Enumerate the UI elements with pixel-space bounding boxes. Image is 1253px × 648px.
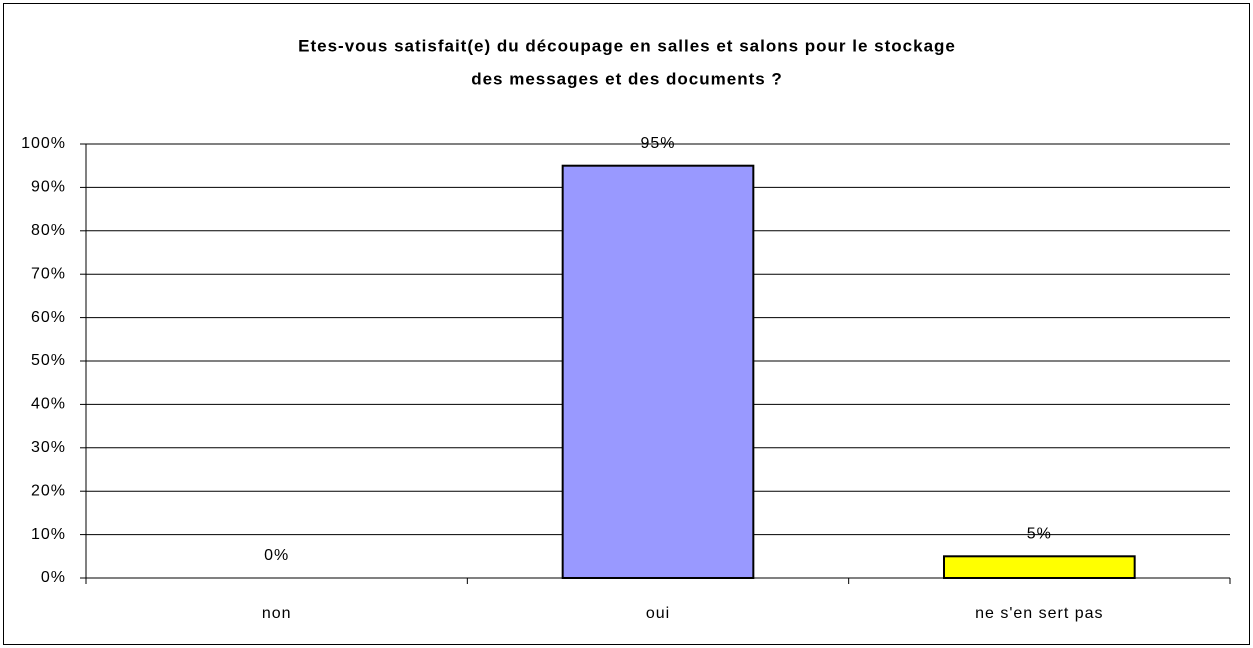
x-tick-label: oui — [646, 605, 670, 622]
y-tick-label: 40% — [31, 396, 66, 413]
value-label: 95% — [640, 135, 675, 152]
y-tick-label: 100% — [21, 135, 66, 152]
value-label: 5% — [1027, 526, 1052, 543]
y-tick-label: 90% — [31, 179, 66, 196]
bar — [943, 555, 1136, 579]
value-label: 0% — [264, 547, 289, 564]
y-tick-label: 30% — [31, 439, 66, 456]
chart-title: des messages et des documents ? — [471, 69, 783, 88]
y-tick-label: 50% — [31, 352, 66, 369]
y-tick-label: 10% — [31, 526, 66, 543]
y-tick-label: 70% — [31, 265, 66, 282]
y-tick-label: 20% — [31, 482, 66, 499]
y-tick-label: 80% — [31, 222, 66, 239]
chart-title: Etes-vous satisfait(e) du découpage en s… — [298, 36, 956, 55]
x-tick-label: ne s'en sert pas — [975, 605, 1103, 622]
y-tick-label: 0% — [41, 569, 66, 586]
y-tick-label: 60% — [31, 309, 66, 326]
bar — [561, 164, 755, 579]
x-tick-label: non — [262, 605, 292, 622]
